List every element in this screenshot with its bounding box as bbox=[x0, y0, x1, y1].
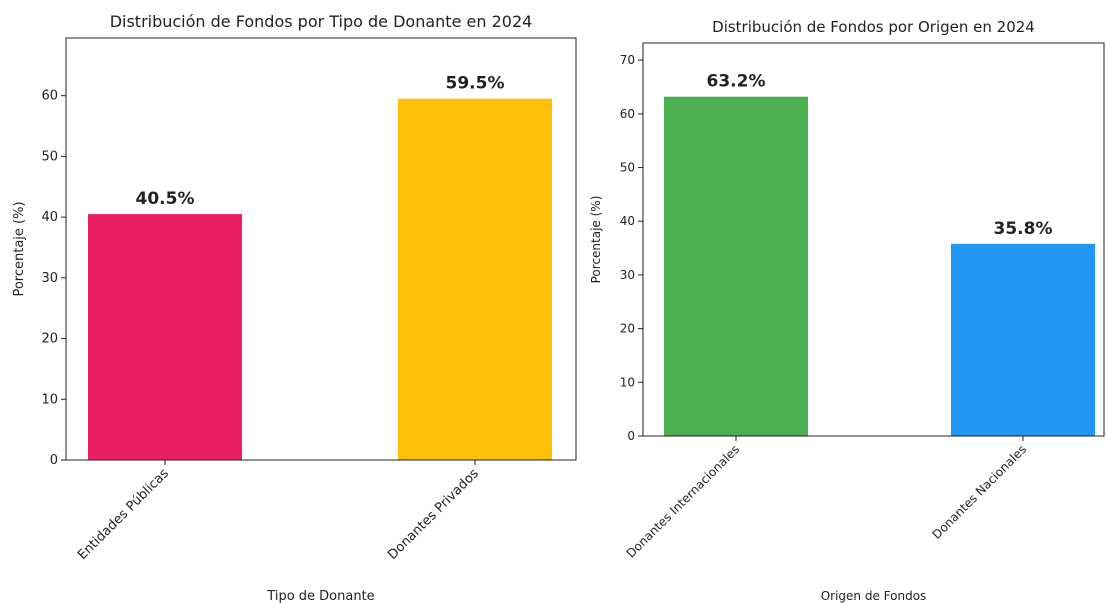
value-label: 40.5% bbox=[136, 189, 195, 209]
y-tick-label: 10 bbox=[620, 375, 635, 389]
bar bbox=[951, 243, 1095, 436]
y-tick-label: 70 bbox=[620, 53, 635, 67]
y-tick-label: 40 bbox=[620, 214, 635, 228]
axes-frame bbox=[642, 42, 1105, 437]
y-tick-label: 20 bbox=[41, 332, 58, 347]
y-tick-label: 60 bbox=[620, 107, 635, 121]
bar bbox=[398, 98, 552, 460]
y-tick-label: 60 bbox=[41, 89, 58, 104]
y-tick-label: 30 bbox=[41, 271, 58, 286]
chart-title: Distribución de Fondos por Tipo de Donan… bbox=[110, 12, 533, 31]
y-axis-label: Porcentaje (%) bbox=[589, 196, 603, 284]
y-tick-label: 0 bbox=[50, 453, 58, 468]
value-label: 59.5% bbox=[446, 74, 505, 94]
bar bbox=[664, 96, 808, 436]
y-tick-label: 20 bbox=[620, 322, 635, 336]
x-tick-label: Entidades Públicas bbox=[75, 466, 172, 563]
x-tick-label: Donantes Nacionales bbox=[930, 442, 1030, 542]
bar bbox=[88, 214, 242, 460]
x-tick-label: Donantes Internacionales bbox=[624, 442, 742, 560]
y-tick-label: 50 bbox=[41, 149, 58, 164]
y-tick-label: 40 bbox=[41, 210, 58, 225]
value-label: 63.2% bbox=[707, 72, 766, 92]
y-tick-label: 30 bbox=[620, 268, 635, 282]
y-axis-label: Porcentaje (%) bbox=[12, 201, 27, 296]
axes-frame bbox=[65, 37, 577, 461]
y-tick-label: 10 bbox=[41, 392, 58, 407]
x-axis-label: Origen de Fondos bbox=[821, 589, 927, 603]
value-label: 35.8% bbox=[994, 219, 1053, 239]
y-tick-label: 50 bbox=[620, 161, 635, 175]
x-tick-label: Donantes Privados bbox=[385, 466, 482, 563]
y-tick-label: 0 bbox=[627, 429, 635, 443]
chart-title: Distribución de Fondos por Origen en 202… bbox=[712, 18, 1035, 36]
x-axis-label: Tipo de Donante bbox=[266, 589, 374, 603]
